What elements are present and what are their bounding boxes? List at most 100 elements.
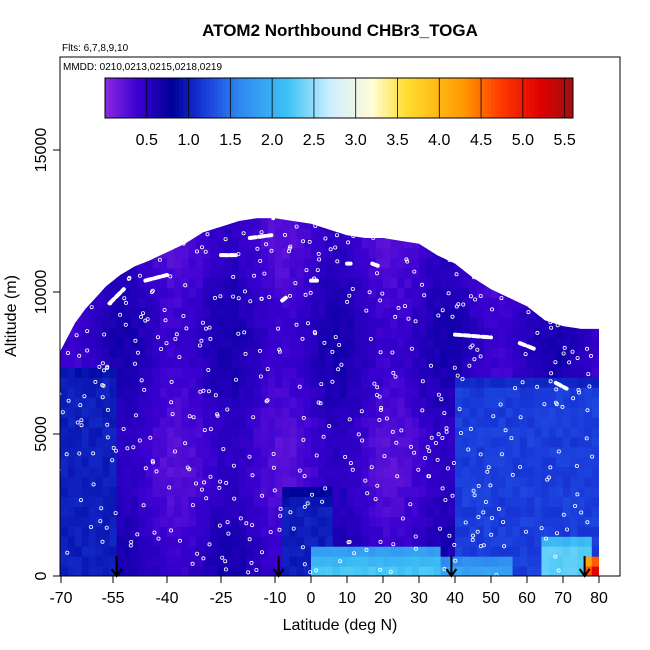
heatmap-cell bbox=[60, 417, 62, 428]
heatmap-cell bbox=[109, 486, 118, 497]
heatmap-cell bbox=[347, 297, 355, 309]
heatmap-cell bbox=[570, 397, 578, 408]
sample-point bbox=[201, 556, 206, 561]
heatmap-cell bbox=[563, 337, 571, 348]
heatmap-cell bbox=[159, 267, 168, 279]
heatmap-cell bbox=[512, 248, 521, 259]
heatmap-cell bbox=[318, 218, 326, 229]
heatmap-cell bbox=[123, 466, 132, 478]
heatmap-cell bbox=[563, 516, 571, 527]
heatmap-cell bbox=[325, 267, 334, 279]
heatmap-cell bbox=[469, 367, 478, 378]
heatmap-cell bbox=[311, 238, 319, 249]
sample-point bbox=[369, 465, 374, 470]
sample-point bbox=[428, 363, 433, 368]
heatmap-cell bbox=[505, 347, 514, 358]
heatmap-cell bbox=[469, 248, 478, 259]
heatmap-cell bbox=[239, 198, 247, 209]
heatmap-cell bbox=[333, 198, 341, 209]
heatmap-cell bbox=[570, 198, 578, 209]
heatmap-cell bbox=[145, 556, 154, 567]
heatmap-cell bbox=[296, 417, 305, 428]
heatmap-cell bbox=[563, 287, 571, 299]
heatmap-cell bbox=[217, 536, 226, 547]
heatmap-cell bbox=[303, 417, 312, 428]
heatmap-cell bbox=[577, 198, 585, 209]
heatmap-cell bbox=[296, 556, 305, 567]
heatmap-cell bbox=[102, 506, 111, 517]
heatmap-cell bbox=[109, 546, 118, 557]
heatmap-cell bbox=[339, 317, 348, 329]
heatmap-cell bbox=[347, 397, 355, 408]
heatmap-cell bbox=[67, 377, 76, 388]
heatmap-cell bbox=[203, 377, 211, 388]
heatmap-cell bbox=[491, 347, 499, 358]
heatmap-cell bbox=[419, 287, 427, 299]
sample-point bbox=[526, 310, 531, 315]
heatmap-cell bbox=[339, 297, 348, 309]
heatmap-cell bbox=[181, 446, 190, 458]
heatmap-cell bbox=[181, 367, 190, 378]
heatmap-cell bbox=[60, 516, 62, 527]
heatmap-cell bbox=[404, 248, 413, 259]
heatmap-cell bbox=[476, 327, 485, 338]
heatmap-cell bbox=[239, 267, 247, 279]
heatmap-cell bbox=[195, 307, 204, 319]
heatmap-cell bbox=[95, 546, 104, 557]
heatmap-cell bbox=[67, 267, 76, 279]
heatmap-cell bbox=[541, 456, 550, 468]
heatmap-cell bbox=[116, 526, 125, 537]
heatmap-cell bbox=[102, 436, 111, 448]
heatmap-cell bbox=[512, 397, 521, 408]
heatmap-cell bbox=[505, 267, 514, 279]
heatmap-cell bbox=[239, 317, 247, 329]
sample-point bbox=[282, 232, 287, 237]
heatmap-cell bbox=[203, 486, 211, 497]
heatmap-cell bbox=[203, 436, 211, 448]
heatmap-cell bbox=[375, 347, 384, 358]
heatmap-cell bbox=[159, 218, 168, 229]
heatmap-cell bbox=[440, 536, 449, 547]
heatmap-cell bbox=[534, 357, 542, 368]
heatmap-cell bbox=[152, 496, 161, 507]
heatmap-cell bbox=[167, 536, 175, 547]
heatmap-cell bbox=[548, 218, 557, 229]
heatmap-cell bbox=[267, 456, 276, 468]
heatmap-cell bbox=[447, 506, 456, 517]
heatmap-cell bbox=[145, 357, 154, 368]
heatmap-cell bbox=[289, 456, 298, 468]
heatmap-cell bbox=[81, 228, 90, 239]
heatmap-cell bbox=[555, 417, 564, 428]
heatmap-cell bbox=[555, 218, 564, 219]
heatmap-cell bbox=[512, 446, 521, 458]
heatmap-cell bbox=[318, 426, 326, 438]
heatmap-cell bbox=[361, 556, 370, 567]
colorbar-segment bbox=[475, 78, 480, 118]
heatmap-cell bbox=[60, 566, 62, 576]
heatmap-cell bbox=[61, 466, 69, 478]
heatmap-cell bbox=[145, 387, 154, 398]
heatmap-cell bbox=[411, 456, 420, 468]
heatmap-cell bbox=[440, 277, 449, 289]
heatmap-cell bbox=[210, 466, 218, 478]
heatmap-cell bbox=[188, 526, 197, 537]
heatmap-cell bbox=[390, 277, 398, 289]
heatmap-cell bbox=[210, 337, 218, 348]
heatmap-cell bbox=[67, 397, 76, 408]
heatmap-cell bbox=[469, 387, 478, 398]
heatmap-cell bbox=[275, 506, 283, 517]
heatmap-cell bbox=[102, 496, 111, 507]
sample-point bbox=[98, 519, 103, 524]
heatmap-cell bbox=[505, 377, 514, 388]
heatmap-cell bbox=[67, 496, 76, 507]
heatmap-cell bbox=[225, 198, 233, 209]
heatmap-cell bbox=[455, 566, 463, 576]
colorbar-segment bbox=[463, 78, 469, 118]
sample-point bbox=[207, 325, 212, 330]
heatmap-cell bbox=[469, 218, 478, 229]
sample-point bbox=[139, 314, 144, 319]
heatmap-cell bbox=[123, 506, 132, 517]
heatmap-cell bbox=[411, 218, 420, 219]
heatmap-cell bbox=[455, 307, 463, 319]
heatmap-cell bbox=[74, 486, 83, 497]
